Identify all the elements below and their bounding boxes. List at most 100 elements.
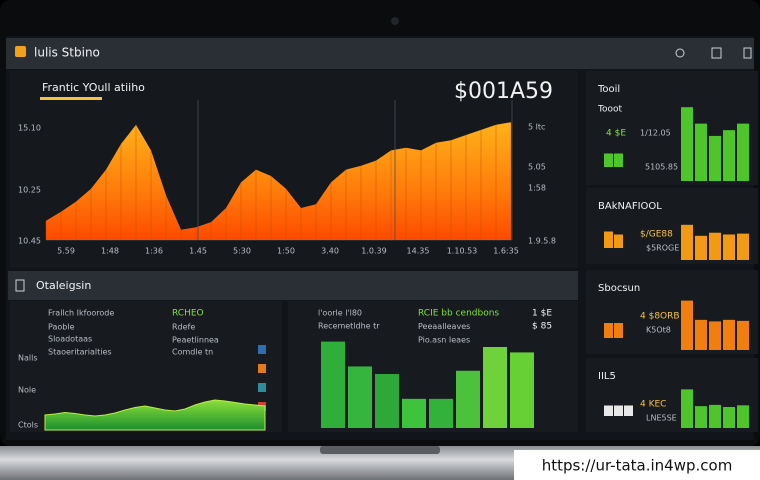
panel-text: 1/12.05 xyxy=(640,129,671,138)
bar xyxy=(723,319,735,350)
y2-label: 1:58 xyxy=(528,184,546,193)
bar xyxy=(723,407,735,428)
mini-bar xyxy=(614,405,623,416)
bar xyxy=(681,224,693,260)
panel-title: Tooil xyxy=(597,84,620,95)
bar xyxy=(709,404,721,428)
panel-text: LNE5SE xyxy=(646,414,677,423)
mini-bar xyxy=(604,153,613,167)
x-label: 14.35 xyxy=(407,247,430,256)
bar xyxy=(695,319,707,350)
y-label: Ctols xyxy=(18,421,38,430)
watermark: https://ur-tata.in4wp.com xyxy=(542,457,733,475)
y-label: 10.25 xyxy=(18,186,41,195)
mini-bar xyxy=(604,323,613,338)
y-label: Nalls xyxy=(18,354,38,363)
mini-bar xyxy=(624,405,633,416)
legend-swatch xyxy=(258,364,266,373)
bar xyxy=(510,352,534,428)
mini-bar xyxy=(614,234,623,248)
app-title: lulis Stbino xyxy=(34,46,100,60)
bar xyxy=(402,398,426,428)
icon-search[interactable] xyxy=(675,48,685,58)
app-icon xyxy=(15,46,26,57)
x-label: 1:36 xyxy=(145,247,163,256)
section-bar xyxy=(8,271,578,300)
camera xyxy=(391,17,399,25)
panel-subtitle: 4 KEC xyxy=(640,400,666,410)
x-label: 5:30 xyxy=(233,247,251,256)
x-label: 1:50 xyxy=(277,247,295,256)
bar xyxy=(681,107,693,181)
bar xyxy=(709,321,721,350)
x-label: 1.0.39 xyxy=(361,247,386,256)
y-label: 10.45 xyxy=(18,237,41,246)
value-text: Peaetlinnea xyxy=(172,336,219,345)
bar xyxy=(695,235,707,260)
side-text: $ 85 xyxy=(532,322,552,332)
value-text: RCIE bb cendbons xyxy=(418,309,499,319)
bar xyxy=(737,123,749,181)
x-label: 1.45 xyxy=(189,247,207,256)
panel-text: 4 $E xyxy=(606,129,626,139)
bar xyxy=(681,300,693,350)
header-bar xyxy=(6,38,754,69)
legend-swatch xyxy=(258,383,266,392)
legend-swatch xyxy=(258,345,266,354)
x-label: 1.6:35 xyxy=(493,247,519,256)
label: Frallch Ikfoorode xyxy=(48,309,114,318)
bar xyxy=(737,405,749,428)
main-title: Frantic YOull atiiho xyxy=(42,81,145,94)
panel-subtitle: Tooot xyxy=(597,105,622,115)
value-text: Comdle tn xyxy=(172,348,213,357)
bar xyxy=(348,366,372,428)
label: Staoeritarialties xyxy=(48,348,112,357)
y-label: 15.10 xyxy=(18,124,41,133)
bar xyxy=(483,347,507,428)
watermark-box xyxy=(514,450,760,480)
bar xyxy=(375,374,399,428)
bar xyxy=(709,135,721,181)
bar xyxy=(737,320,749,350)
section-icon xyxy=(15,279,25,292)
y-label: Nole xyxy=(18,386,36,395)
bar xyxy=(695,406,707,428)
panel-text: $5ROGE xyxy=(646,244,679,253)
bar xyxy=(429,398,453,428)
bar xyxy=(709,232,721,260)
mini-bar xyxy=(614,153,623,167)
bar xyxy=(456,370,480,428)
x-label: 5.59 xyxy=(57,247,75,256)
panel-subtitle: 4 $8ORB xyxy=(640,312,680,322)
label: Paoble xyxy=(48,323,75,332)
bar xyxy=(723,130,735,181)
section-title: Otaleigsin xyxy=(36,279,91,292)
panel-subtitle: $/GE88 xyxy=(640,230,673,240)
y2-label: 1.9.5.8 xyxy=(528,237,556,246)
panel-text: K5Ot8 xyxy=(646,326,671,335)
panel-text: 5105.85 xyxy=(645,163,678,172)
label: Recemetldhe tr xyxy=(318,322,380,331)
bar xyxy=(321,341,345,428)
mini-bar xyxy=(604,405,613,416)
bar xyxy=(695,123,707,181)
icon-share[interactable] xyxy=(711,47,722,59)
y2-label: 5.05 xyxy=(528,163,546,172)
notch xyxy=(320,446,440,454)
bar xyxy=(737,233,749,260)
panel-title: Sbocsun xyxy=(598,283,640,294)
y2-label: 5 ltc xyxy=(528,123,545,132)
x-label: 1:48 xyxy=(101,247,119,256)
label: l'oorle l'l80 xyxy=(318,309,362,318)
icon-settings[interactable] xyxy=(743,47,752,59)
bar xyxy=(681,389,693,428)
bar xyxy=(723,234,735,260)
value-text: RCHEO xyxy=(172,309,204,319)
value-text: Rdefe xyxy=(172,323,195,332)
label: Sloadotaas xyxy=(48,335,92,344)
value-text: Peeaalleaves xyxy=(418,322,470,331)
mini-bar xyxy=(604,231,613,248)
title-underline xyxy=(40,97,102,100)
panel-title: IIL5 xyxy=(598,371,616,382)
